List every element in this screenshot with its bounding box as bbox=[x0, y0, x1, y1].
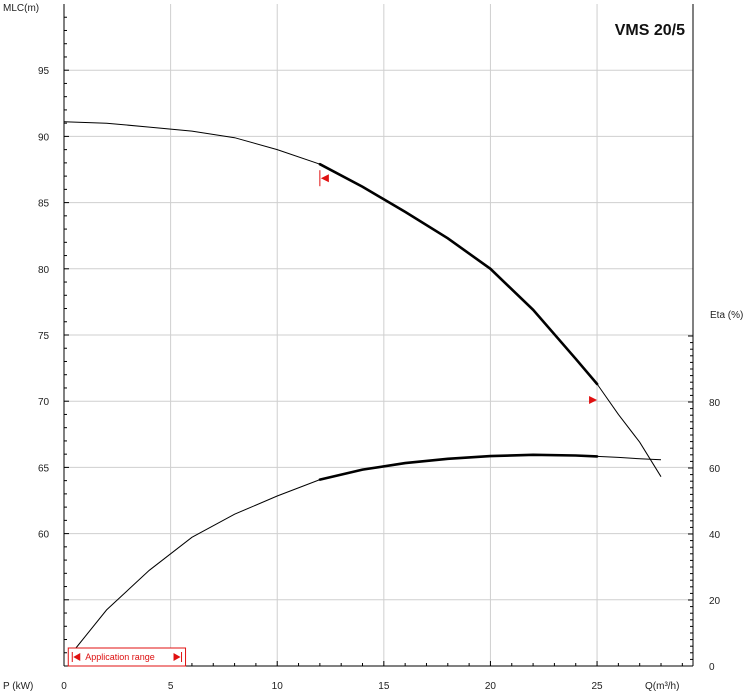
application-range-box: Application range bbox=[67, 647, 187, 667]
y-tick-label: 65 bbox=[38, 463, 50, 474]
y-tick-label: 75 bbox=[38, 331, 50, 342]
tick-labels: 0 5 10 15 20 25 60 65 70 75 80 85 90 95 0 20 40 60 80 bbox=[38, 66, 721, 692]
application-range-left-arrow bbox=[73, 653, 81, 661]
application-range-right-arrow bbox=[173, 653, 181, 661]
application-range-label: Application range bbox=[85, 652, 155, 662]
y-tick-label: 70 bbox=[38, 397, 50, 408]
x-tick-label: 0 bbox=[61, 681, 67, 692]
efficiency-curve bbox=[74, 454, 662, 650]
y-tick-label: 90 bbox=[38, 132, 50, 143]
chart-title: VMS 20/5 bbox=[615, 22, 685, 39]
y-tick-label: 95 bbox=[38, 66, 50, 77]
y-tick-label: 60 bbox=[38, 530, 50, 541]
efficiency-curve-operating-segment bbox=[318, 453, 599, 481]
operating-range-start-arrow bbox=[320, 174, 329, 183]
y-tick-label: 80 bbox=[38, 265, 50, 276]
head-curve bbox=[63, 121, 662, 477]
operating-range-end-arrow bbox=[589, 395, 598, 404]
y2-axis-title: Eta (%) bbox=[710, 310, 743, 321]
x-tick-label: 25 bbox=[591, 681, 603, 692]
head-curve-operating-segment bbox=[318, 162, 599, 386]
x-tick-label: 10 bbox=[272, 681, 284, 692]
y2-tick-label: 20 bbox=[709, 596, 721, 607]
grid bbox=[64, 4, 693, 666]
x-tick-label: 15 bbox=[378, 681, 390, 692]
power-axis-title: P (kW) bbox=[3, 681, 33, 692]
y-tick-label: 85 bbox=[38, 199, 50, 210]
curves bbox=[63, 121, 662, 650]
application-range-frame bbox=[67, 647, 187, 667]
y2-tick-label: 0 bbox=[709, 662, 715, 673]
range-markers bbox=[319, 170, 598, 404]
y2-tick-label: 40 bbox=[709, 530, 721, 541]
y2-tick-label: 80 bbox=[709, 398, 721, 409]
x-axis-title: Q(m³/h) bbox=[645, 681, 679, 692]
x-tick-label: 5 bbox=[168, 681, 174, 692]
x-tick-label: 20 bbox=[485, 681, 497, 692]
y-axis-title: MLC(m) bbox=[3, 3, 39, 14]
y2-tick-label: 60 bbox=[709, 464, 721, 475]
